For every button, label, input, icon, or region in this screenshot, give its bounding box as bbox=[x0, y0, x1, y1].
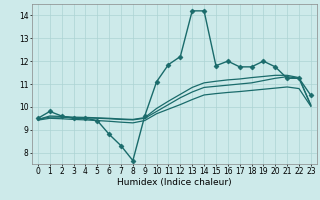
X-axis label: Humidex (Indice chaleur): Humidex (Indice chaleur) bbox=[117, 178, 232, 187]
